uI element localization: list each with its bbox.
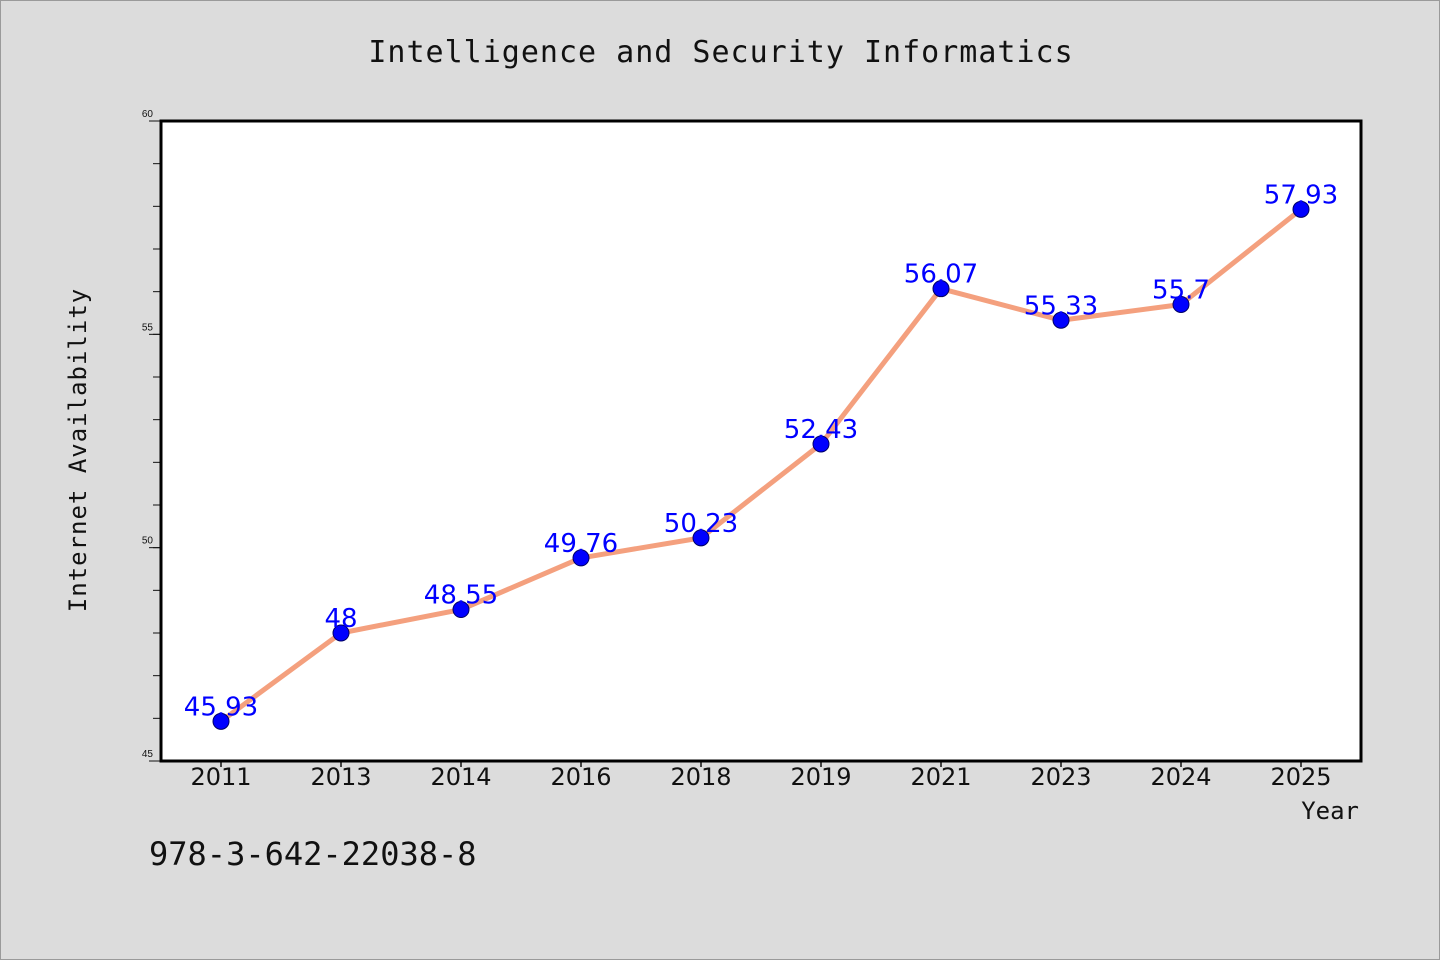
data-point — [812, 435, 830, 453]
plot-border — [159, 119, 1363, 763]
y-tick-label: 55 — [142, 322, 154, 333]
data-point — [572, 549, 590, 567]
series-line — [218, 206, 1304, 724]
data-point — [1052, 311, 1070, 329]
data-point — [1292, 200, 1310, 218]
x-axis-label: Year — [1301, 797, 1359, 825]
x-tick-label: 2016 — [550, 763, 611, 791]
footer-code: 978-3-642-22038-8 — [149, 835, 477, 873]
x-tick-label: 2011 — [190, 763, 251, 791]
x-tick-label: 2025 — [1270, 763, 1331, 791]
plot-area — [161, 121, 1361, 761]
data-point — [692, 529, 710, 547]
data-label: 50.23 — [664, 509, 738, 539]
data-label: 49.76 — [544, 529, 618, 559]
x-tick-label: 2014 — [430, 763, 491, 791]
data-label: 48.55 — [424, 581, 498, 611]
data-label: 55.7 — [1152, 275, 1210, 305]
x-tick-label: 2023 — [1030, 763, 1091, 791]
data-label: 56.07 — [904, 260, 978, 290]
data-label: 45.93 — [184, 692, 258, 722]
x-tick-label: 2021 — [910, 763, 971, 791]
data-point — [332, 624, 350, 642]
x-tick-label: 2013 — [310, 763, 371, 791]
y-tick-label: 45 — [142, 749, 154, 760]
data-point — [932, 280, 950, 298]
data-label: 52.43 — [784, 415, 858, 445]
data-point — [212, 712, 230, 730]
y-tick-label: 50 — [142, 536, 154, 547]
y-tick-label: 60 — [142, 109, 154, 120]
data-point — [1172, 295, 1190, 313]
x-tick-label: 2018 — [670, 763, 731, 791]
data-label: 55.33 — [1024, 291, 1098, 321]
data-label: 48 — [324, 604, 357, 634]
data-label: 57.93 — [1264, 180, 1338, 210]
x-tick-label: 2019 — [790, 763, 851, 791]
chart-title: Intelligence and Security Informatics — [368, 35, 1074, 70]
data-point — [452, 601, 470, 619]
x-tick-label: 2024 — [1150, 763, 1211, 791]
